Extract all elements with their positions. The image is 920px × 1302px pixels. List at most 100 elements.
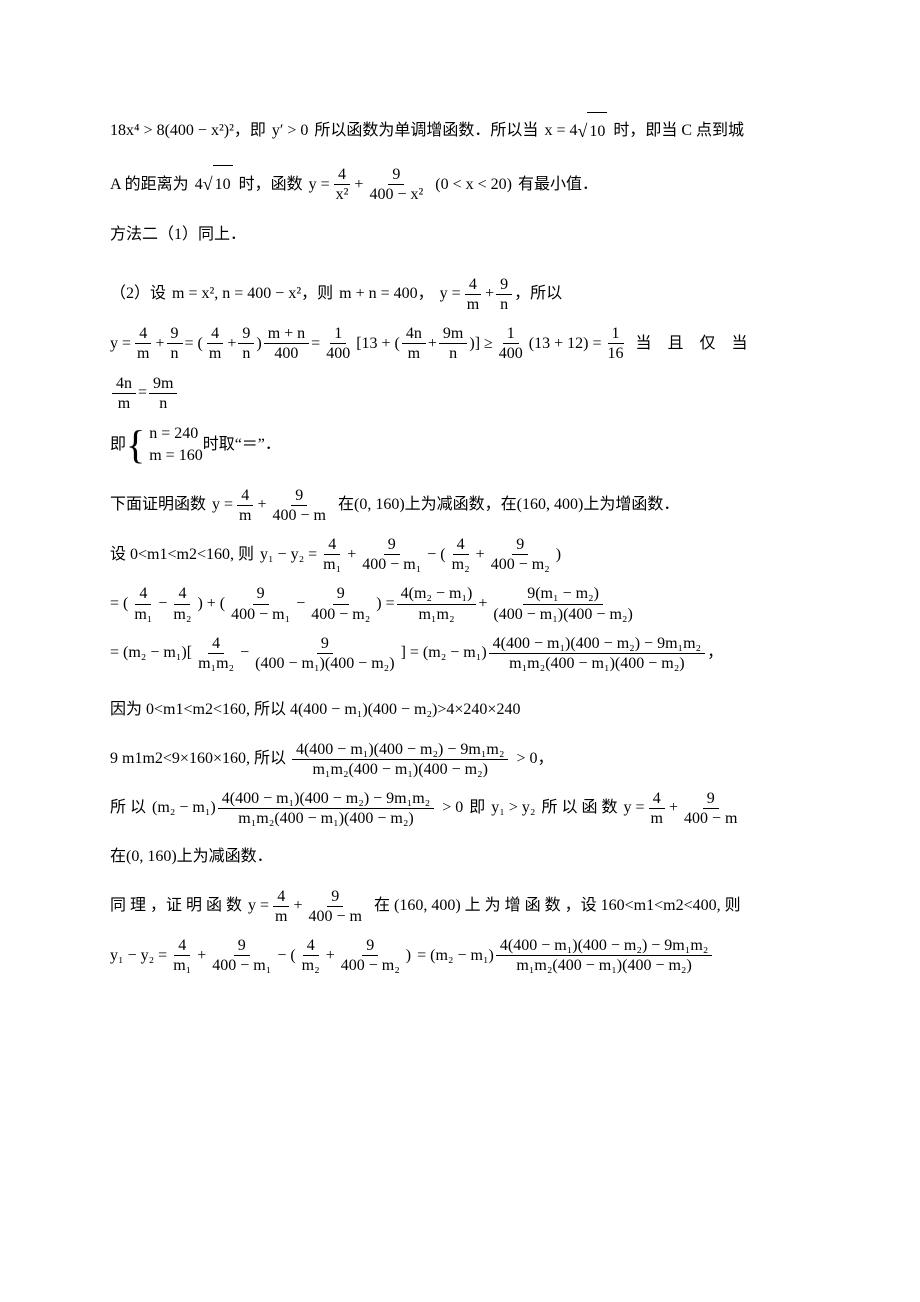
math: n = 240 <box>149 423 202 445</box>
minus: − ( <box>277 937 295 975</box>
math: m + n = 400 <box>339 275 418 313</box>
text-line: 同 理 ，证 明 函 数 y = 4m + 9400 − m 在 (160, 4… <box>110 887 810 926</box>
math: y = <box>623 789 644 827</box>
text-line: 4nm = 9mn <box>110 374 810 413</box>
text: [13 + ( <box>356 325 400 363</box>
text: ， <box>537 740 553 778</box>
math: y₁ > y₂ <box>491 789 535 827</box>
fraction: 4m₂ <box>298 936 324 975</box>
plus: + <box>155 325 164 363</box>
fraction: 9mn <box>149 374 177 413</box>
fraction: 4x² <box>332 165 353 204</box>
plus: + <box>485 275 494 313</box>
fraction: 9400 − m <box>680 789 741 828</box>
text: (13 + 12) = <box>529 325 602 363</box>
math: > 0 <box>516 740 537 778</box>
math: m = 160 <box>149 445 202 467</box>
text: = <box>311 325 320 363</box>
text: 所以函数为单调增函数．所以当 <box>314 112 538 150</box>
fraction: 9400 − m <box>305 887 366 926</box>
plus: + <box>258 486 267 524</box>
fraction: 9400 − m₁ <box>227 584 294 623</box>
fraction: 4m <box>463 275 483 314</box>
text-line: 18x⁴ > 8(400 − x²)² ，即 y′ > 0 所以函数为单调增函数… <box>110 110 810 153</box>
text: = (m₂ − m₁) <box>417 937 494 975</box>
text: 所 以 <box>110 789 146 827</box>
text: 在 (160, 400) 上 为 增 函 数 ，设 160<m1<m2<400,… <box>374 887 741 925</box>
fraction: 4m₂ <box>448 535 474 574</box>
fraction: 9400 − m₂ <box>307 584 374 623</box>
math: (0 < x < 20) <box>435 166 512 204</box>
plus: + <box>227 325 236 363</box>
text-line: （2）设 m = x², n = 400 − x² ，则 m + n = 400… <box>110 275 810 314</box>
fraction: 4(400 − m₁)(400 − m₂) − 9m₁m₂m₁m₂(400 − … <box>218 789 434 828</box>
text-line: = ( 4m₁ − 4m₂ ) + ( 9400 − m₁ − 9400 − m… <box>110 584 810 623</box>
fraction: 9400 − m <box>269 486 330 525</box>
fraction: 4m <box>205 324 225 363</box>
fraction: 9400 − m₁ <box>358 535 425 574</box>
text: = ( <box>185 325 203 363</box>
fraction: 4(400 − m₁)(400 − m₂) − 9m₁m₂m₁m₂(400 − … <box>292 740 508 779</box>
math: y = <box>440 275 461 313</box>
math: (400 − m₁)(400 − m₂) <box>298 691 437 729</box>
math: y = <box>110 325 131 363</box>
text: ， <box>707 634 723 672</box>
plus: + <box>476 536 485 574</box>
text: 在(0, 160)上为减函数，在(160, 400)上为增函数． <box>338 486 679 524</box>
math: y = <box>248 887 269 925</box>
text: 设 0<m1<m2<160, 则 <box>110 536 254 574</box>
fraction: 4nm <box>112 374 136 413</box>
fraction: 1400 <box>322 324 354 363</box>
text: ) <box>406 937 411 975</box>
text: 因为 0<m1<m2<160, 所以 4 <box>110 691 298 729</box>
plus: + <box>354 166 363 204</box>
text-line: 因为 0<m1<m2<160, 所以 4 (400 − m₁)(400 − m₂… <box>110 691 810 729</box>
fraction: 4m₁m₂ <box>194 634 238 673</box>
eq: = <box>138 374 147 412</box>
text: ] = (m₂ − m₁) <box>401 634 487 672</box>
fraction: 9n <box>238 324 254 363</box>
math: y′ > 0 <box>272 112 309 150</box>
text: 当 且 仅 当 <box>636 325 748 363</box>
text-line: 9 m1m2<9×160×160, 所以 4(400 − m₁)(400 − m… <box>110 740 810 779</box>
plus: + <box>669 789 678 827</box>
plus: + <box>478 585 487 623</box>
text: ) <box>556 536 561 574</box>
fraction: 9(400 − m₁)(400 − m₂) <box>251 634 398 673</box>
sqrt: 10 <box>203 163 233 206</box>
minus: − ( <box>427 536 445 574</box>
text: 即 <box>110 426 126 464</box>
plus: + <box>428 325 437 363</box>
fraction: 9n <box>496 275 512 314</box>
text: 方法二（1）同上． <box>110 216 246 254</box>
text: ) <box>256 325 261 363</box>
text: ) + ( <box>197 585 225 623</box>
math: y₁ − y₂ = <box>260 536 317 574</box>
fraction: 4(400 − m₁)(400 − m₂) − 9m₁m₂m₁m₂(400 − … <box>489 634 705 673</box>
text-line: 在(0, 160)上为减函数． <box>110 838 810 876</box>
text: ，则 <box>301 275 333 313</box>
plus: + <box>197 937 206 975</box>
text-line: y₁ − y₂ = 4m₁ + 9400 − m₁ − ( 4m₂ + 9400… <box>110 936 810 975</box>
fraction: 9(m₁ − m₂)(400 − m₁)(400 − m₂) <box>489 584 636 623</box>
fraction: m + n400 <box>264 324 309 363</box>
text: 时取“＝”． <box>203 426 281 464</box>
text: ) = <box>376 585 394 623</box>
text: ，即 <box>234 112 266 150</box>
text-line: A 的距离为 4 10 时，函数 y = 4x² + 9400 − x² (0 … <box>110 163 810 206</box>
math: (m₂ − m₁) <box>152 789 216 827</box>
text: 9 m1m2<9×160×160, 所以 <box>110 740 286 778</box>
math: y = <box>309 166 330 204</box>
text: = ( <box>110 585 128 623</box>
fraction: 9400 − x² <box>365 165 427 204</box>
math: x = 4 <box>544 112 577 150</box>
fraction: 9400 − m₁ <box>208 936 275 975</box>
fraction: 4(m₂ − m₁)m₁m₂ <box>397 584 477 623</box>
minus: − <box>296 585 305 623</box>
text: 即 <box>469 789 485 827</box>
text: 同 理 ，证 明 函 数 <box>110 887 242 925</box>
fraction: 4m <box>235 486 255 525</box>
text: = (m₂ − m₁)[ <box>110 634 192 672</box>
text-line: 方法二（1）同上． <box>110 216 810 254</box>
math: 4 <box>195 166 203 204</box>
